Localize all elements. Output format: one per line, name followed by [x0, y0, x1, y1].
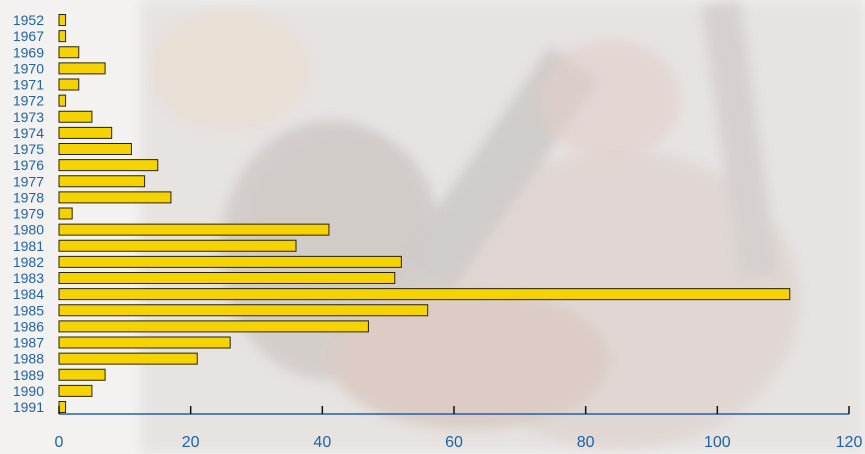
bar-1983: [58, 272, 396, 284]
x-tick-label: 100: [704, 434, 731, 451]
category-label: 1987: [13, 335, 44, 351]
category-label: 1975: [13, 141, 44, 157]
x-tick-labels: 0 20 40 60 80 100 120: [55, 434, 863, 451]
bar-1952: [58, 14, 67, 26]
bar-1975: [58, 143, 132, 155]
bar-1971: [58, 78, 80, 91]
category-label: 1983: [13, 270, 44, 286]
category-label: 1972: [13, 93, 44, 109]
bar-1986: [58, 320, 369, 333]
category-label: 1971: [13, 77, 44, 93]
x-tick-label: 40: [313, 434, 331, 451]
category-label: 1988: [13, 351, 44, 367]
bar-1967: [58, 30, 67, 43]
x-ticks: [58, 406, 850, 414]
bar-1989: [58, 368, 106, 381]
category-label: 1981: [13, 238, 44, 254]
bar-1979: [58, 207, 73, 220]
bar-1988: [58, 352, 198, 365]
category-label: 1980: [13, 222, 44, 238]
category-label: 1984: [13, 286, 44, 302]
bar-1991: [58, 401, 67, 413]
category-label: 1969: [13, 44, 44, 60]
category-label: 1977: [13, 173, 44, 189]
bar-1973: [58, 110, 93, 123]
category-label: 1990: [13, 383, 44, 399]
category-label: 1973: [13, 109, 44, 125]
category-labels: 1952196719691970197119721973197419751976…: [13, 12, 44, 415]
x-tick-label: 80: [577, 434, 595, 451]
bars: [58, 14, 791, 413]
category-label: 1991: [13, 399, 44, 415]
bar-1980: [58, 223, 330, 236]
category-label: 1989: [13, 367, 44, 383]
bar-1977: [58, 175, 146, 188]
category-label: 1974: [13, 125, 44, 141]
x-tick-label: 0: [55, 434, 64, 451]
category-label: 1979: [13, 206, 44, 222]
category-label: 1985: [13, 302, 44, 318]
bar-1981: [58, 239, 297, 252]
bar-1982: [58, 255, 402, 268]
bar-1970: [58, 62, 106, 75]
x-tick-label: 120: [836, 434, 863, 451]
category-label: 1952: [13, 12, 44, 28]
category-label: 1978: [13, 189, 44, 205]
category-label: 1967: [13, 28, 44, 44]
x-tick-label: 20: [182, 434, 200, 451]
category-label: 1982: [13, 254, 44, 270]
bar-1985: [58, 304, 429, 317]
category-label: 1986: [13, 318, 44, 334]
bar-1984: [58, 288, 791, 301]
bar-1978: [58, 191, 172, 204]
bar-1990: [58, 384, 93, 397]
x-tick-label: 60: [445, 434, 463, 451]
bar-1974: [58, 126, 113, 139]
category-label: 1976: [13, 157, 44, 173]
bar-1987: [58, 336, 231, 349]
bar-1972: [58, 94, 67, 107]
bar-1969: [58, 46, 80, 59]
category-label: 1970: [13, 60, 44, 76]
bar-1976: [58, 159, 159, 172]
